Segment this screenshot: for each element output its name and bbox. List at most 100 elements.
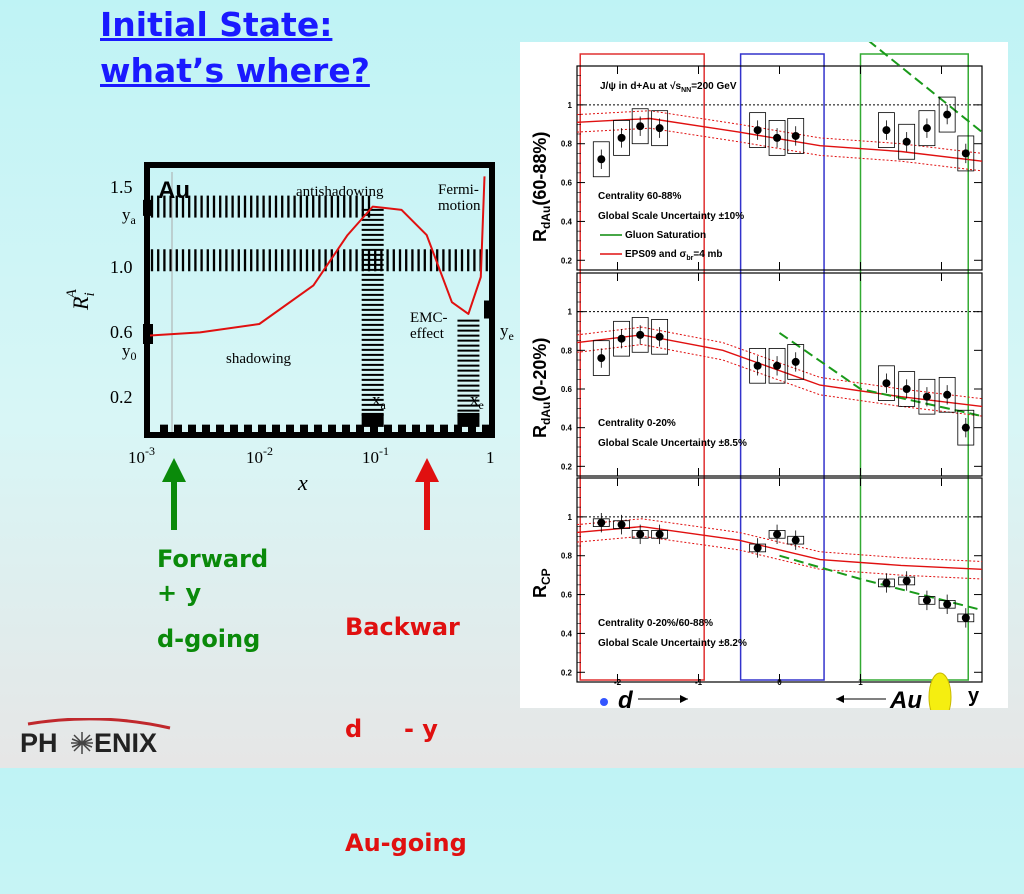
xa-marker <box>361 412 384 427</box>
gluon-saturation-curve <box>778 332 983 418</box>
baseline-dash <box>188 424 196 433</box>
ye-label: ye <box>500 321 514 343</box>
baseline-dash <box>174 424 182 433</box>
data-point <box>655 124 664 133</box>
eps09-curve <box>576 525 983 570</box>
baseline-dash <box>384 424 392 433</box>
panel1-header: J/ψ in d+Au at √sNN=200 GeV <box>600 81 737 94</box>
d-dot-icon <box>600 698 608 706</box>
syst-box <box>938 96 956 133</box>
panel1-scale: Global Scale Uncertainty ±10% <box>598 211 744 222</box>
y-tick-label: 1.0 <box>110 257 133 277</box>
syst-box <box>898 371 916 407</box>
syst-box <box>592 340 610 376</box>
panel2-ylabel: RdAu(0-20%) <box>530 338 553 438</box>
data-point <box>597 518 606 527</box>
svg-text:PH: PH <box>20 728 58 758</box>
backward-line-3: Au-going <box>345 829 467 857</box>
emc-label-1: EMC- <box>410 310 448 326</box>
syst-box <box>918 378 936 415</box>
phenix-logo: PH ENIX <box>20 718 180 764</box>
forward-line-3: d-going <box>157 625 261 653</box>
left-x-axis-label: x <box>297 470 308 495</box>
x-tick-label: 0 <box>777 678 782 687</box>
left-chart-frame <box>144 162 495 438</box>
data-point <box>943 600 952 609</box>
baseline-dash <box>216 424 224 433</box>
y-tick-label: 0.6 <box>561 385 573 394</box>
syst-box <box>787 118 805 154</box>
baseline-dash <box>342 424 350 433</box>
data-point <box>791 536 800 545</box>
emc-label-2: effect <box>410 326 445 342</box>
data-point <box>597 155 606 164</box>
data-point <box>882 379 891 388</box>
baseline-dash <box>412 424 420 433</box>
xa-label: xa <box>372 390 387 412</box>
data-point <box>753 126 762 135</box>
syst-box <box>613 120 630 156</box>
data-point <box>791 131 800 140</box>
syst-box <box>651 318 669 355</box>
syst-box <box>651 110 669 147</box>
au-ellipse-icon <box>928 672 952 710</box>
data-point <box>791 357 800 366</box>
data-point <box>636 330 645 339</box>
forward-region-box <box>859 53 969 681</box>
y-tick-label: 0.8 <box>561 552 573 561</box>
x-tick-label: -1 <box>695 678 703 687</box>
data-point <box>902 576 911 585</box>
baseline-dash <box>398 424 406 433</box>
baseline-dash <box>286 424 294 433</box>
y-tick-label: 1 <box>568 308 573 317</box>
baseline-dash <box>370 424 378 433</box>
right-x-axis-label: y <box>968 685 980 707</box>
syst-box <box>918 110 936 147</box>
inset-au-label: Au <box>158 177 190 204</box>
forward-line-1: Forward <box>157 545 269 573</box>
data-point <box>961 613 970 622</box>
syst-box <box>749 112 767 148</box>
y-tick-label: 0.6 <box>561 591 573 600</box>
y-tick-label: 0.4 <box>561 629 573 638</box>
panel1-ylabel: RdAu(60-88%) <box>530 132 553 242</box>
jpsi-rdau-figure: 0.2 0.4 0.6 0.8 1 0.2 0.4 0.6 0.8 1 0.2 0.4 0.6 0.8 1 -… <box>520 42 1008 710</box>
baseline-dash <box>426 424 434 433</box>
baseline-dash <box>160 424 168 433</box>
eps09-band-lower <box>576 535 983 580</box>
baseline-dash <box>356 424 364 433</box>
data-point <box>943 110 952 119</box>
panel3-ylabel: RCP <box>530 568 553 598</box>
mid-region-box <box>739 53 825 681</box>
y-tick-label: 0.4 <box>561 424 573 433</box>
y0-label: y0 <box>122 341 137 363</box>
data-point <box>617 520 626 529</box>
data-point <box>617 133 626 142</box>
data-point <box>902 137 911 146</box>
fermi-label-2: motion <box>438 198 481 214</box>
y-tick-label: 0.8 <box>561 140 573 149</box>
data-point <box>882 126 891 135</box>
x-tick-label: 10-3 <box>128 444 155 467</box>
syst-box <box>878 112 895 148</box>
y-tick-label: 0.2 <box>561 462 573 471</box>
panel3-scale: Global Scale Uncertainty ±8.2% <box>598 638 747 649</box>
xe-marker <box>457 412 480 427</box>
y-tick-label: 0.6 <box>561 179 573 188</box>
backward-region-box <box>579 53 705 681</box>
y-tick-label: 0.8 <box>561 346 573 355</box>
slide-title: Initial State: what’s where? <box>100 2 370 94</box>
data-point <box>922 596 931 605</box>
backward-label: Backwar d - y Au-going <box>345 542 467 894</box>
x-tick-label: 10-1 <box>362 444 389 467</box>
fermi-label-1: Fermi- <box>438 182 479 198</box>
gluon-saturation-curve <box>868 42 983 133</box>
backward-arrow <box>415 458 439 530</box>
baseline-dash <box>468 424 476 433</box>
data-point <box>753 543 762 552</box>
baseline-dash <box>300 424 308 433</box>
baseline-dash <box>314 424 322 433</box>
y-tick-label: 0.2 <box>561 668 573 677</box>
data-point <box>753 361 762 370</box>
data-point <box>636 122 645 131</box>
